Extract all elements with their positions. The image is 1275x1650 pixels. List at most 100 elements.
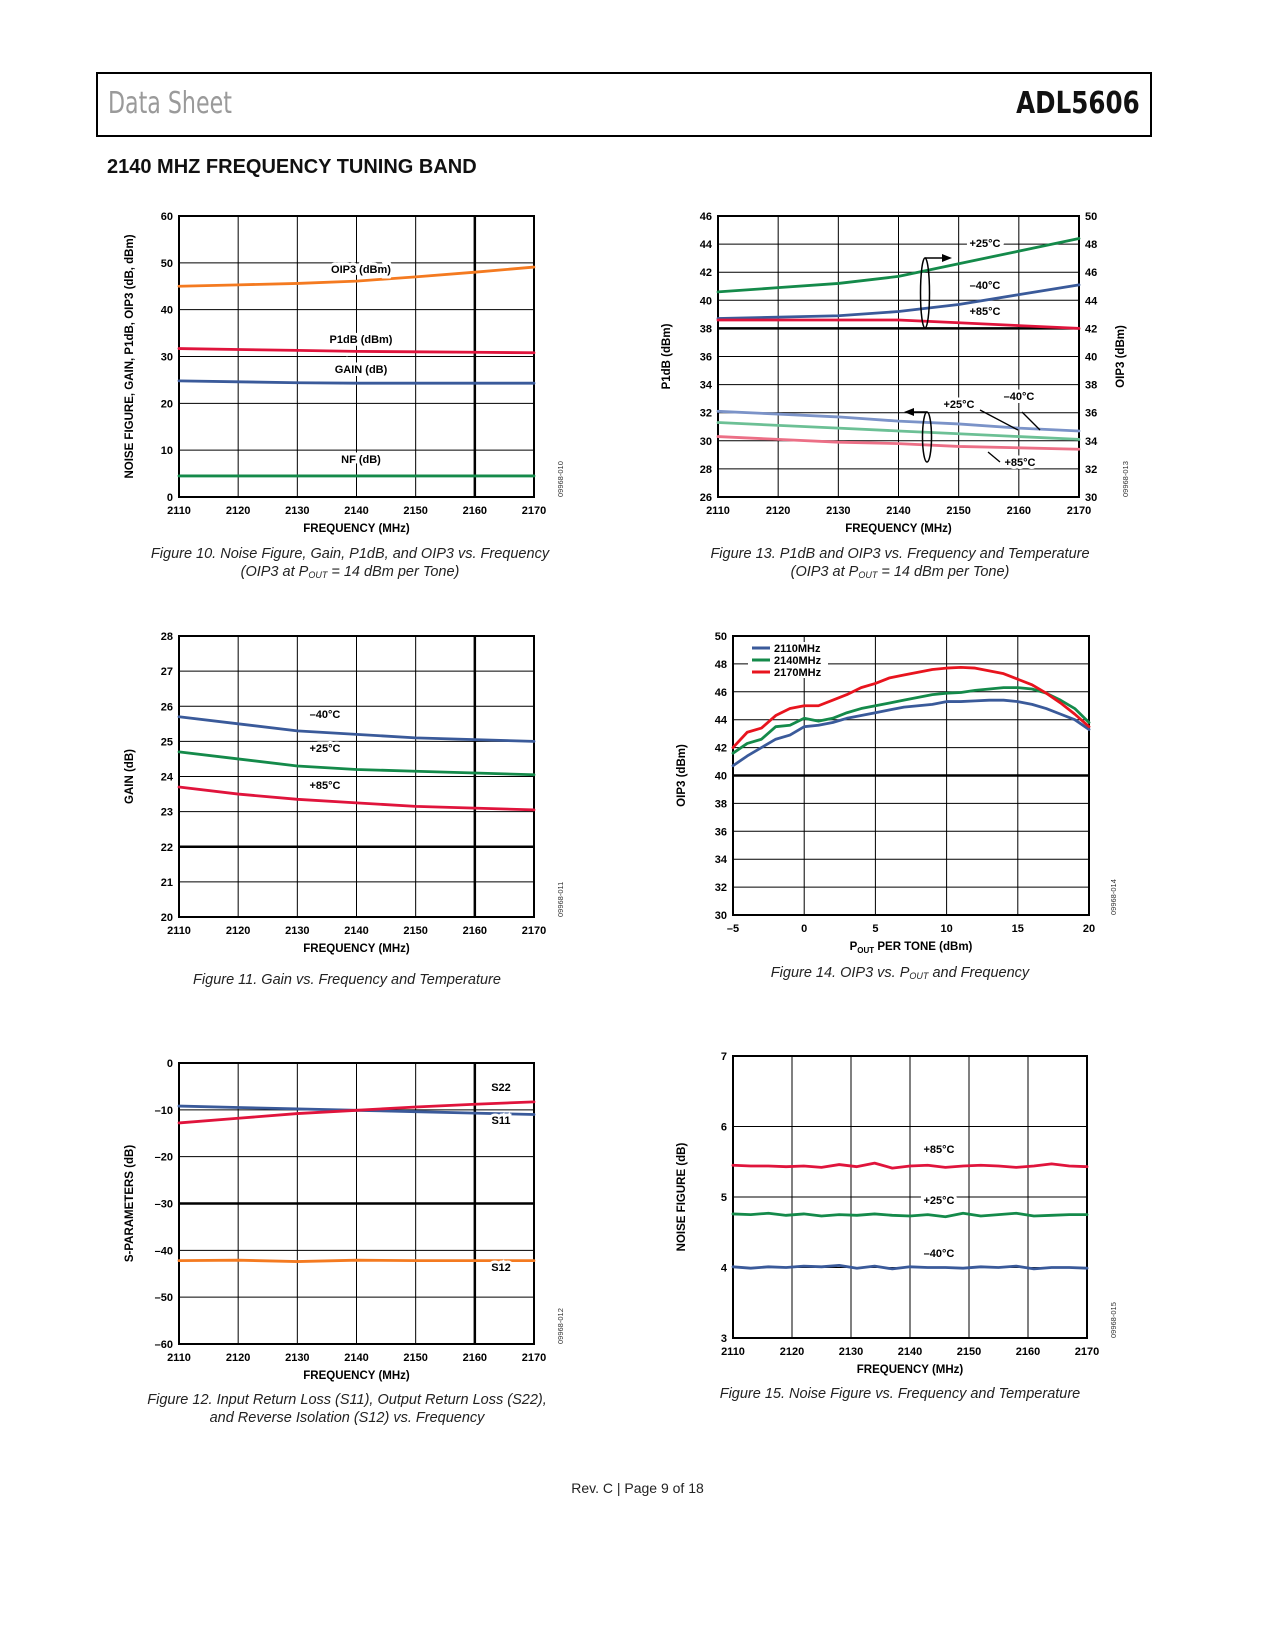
plot-frame	[178, 215, 535, 498]
y-tick-label: –10	[155, 1105, 173, 1117]
x-tick-label: 2140	[344, 505, 368, 517]
series-annotation: +25°C	[309, 743, 340, 755]
page-header: Data Sheet ADL5606	[96, 72, 1152, 137]
caption-line: and Reverse Isolation (S12) vs. Frequenc…	[97, 1409, 597, 1427]
y-tick-label: 60	[161, 211, 173, 223]
series-annotation: +25°C	[943, 399, 974, 411]
y2-tick-label: 30	[1085, 492, 1097, 504]
series-line-oip3-25-c	[716, 237, 1081, 294]
y2-tick-label: 32	[1085, 464, 1097, 476]
x-tick-label: 5	[872, 923, 878, 935]
y-axis-label: GAIN (dB)	[124, 749, 136, 804]
series-line-oip3-dbm-	[177, 265, 536, 288]
y-tick-label: –30	[155, 1199, 173, 1211]
figure-code: 09968-010	[556, 461, 565, 497]
y-tick-label: 7	[721, 1051, 727, 1063]
y-axis-label: P1dB (dBm)	[661, 323, 673, 389]
series-annotation: –40°C	[970, 280, 1001, 292]
x-tick-label: 2140	[898, 1346, 922, 1358]
y-tick-label: 40	[700, 295, 712, 307]
x-tick-label: 2110	[167, 505, 191, 517]
y-tick-label: 32	[715, 882, 727, 894]
x-tick-label: 2110	[706, 505, 730, 517]
y-tick-label: 36	[700, 352, 712, 364]
y-tick-label: 22	[161, 842, 173, 854]
figure-10-caption: Figure 10. Noise Figure, Gain, P1dB, and…	[100, 545, 600, 584]
series-line-p1db-40-c	[716, 409, 1081, 433]
y2-tick-label: 48	[1085, 239, 1097, 251]
series-line-oip3-85-c	[716, 318, 1081, 330]
x-tick-label: 10	[940, 923, 952, 935]
figure-13-caption: Figure 13. P1dB and OIP3 vs. Frequency a…	[650, 545, 1150, 584]
x-tick-label: 2130	[285, 505, 309, 517]
series-annotation: GAIN (dB)	[335, 364, 388, 376]
plot-frame	[178, 635, 535, 918]
x-axis-label-part: PER TONE (dBm)	[874, 941, 972, 953]
caption-line: Figure 10. Noise Figure, Gain, P1dB, and…	[150, 546, 550, 562]
x-tick-label: 2130	[839, 1346, 863, 1358]
x-tick-label: 2160	[1016, 1346, 1040, 1358]
caption-text: (OIP3 at P	[790, 564, 859, 580]
x-tick-label: 2160	[463, 925, 487, 937]
x-axis-label: FREQUENCY (MHz)	[303, 1370, 410, 1382]
series-line-p1db-dbm-	[177, 347, 536, 355]
y-tick-label: 30	[161, 352, 173, 364]
header-part-number: ADL5606	[1016, 86, 1140, 121]
pointer-arrow	[1021, 411, 1041, 431]
y-tick-label: 0	[167, 1058, 173, 1070]
x-tick-label: 2150	[957, 1346, 981, 1358]
legend-bg	[748, 666, 828, 678]
y-tick-label: 34	[700, 380, 713, 392]
y-tick-label: 50	[715, 631, 727, 643]
y-axis-label: S-PARAMETERS (dB)	[124, 1145, 136, 1263]
y-tick-label: 46	[715, 687, 727, 699]
caption-sub: OUT	[858, 570, 878, 580]
pointer-arrow	[987, 451, 1001, 463]
series-annotation: S11	[492, 1115, 511, 1127]
y-tick-label: 4	[721, 1263, 728, 1275]
x-axis-label: FREQUENCY (MHz)	[857, 1364, 964, 1376]
y2-axis-label: OIP3 (dBm)	[1115, 325, 1127, 388]
y-tick-label: 28	[161, 631, 173, 643]
series-annotation: +85°C	[309, 780, 340, 792]
plot-frame	[732, 1055, 1088, 1339]
y2-tick-label: 36	[1085, 408, 1097, 420]
caption-text: = 14 dBm per Tone)	[327, 564, 460, 580]
y-tick-label: 23	[161, 807, 173, 819]
x-tick-label: 20	[1083, 923, 1095, 935]
series-annotation: +25°C	[923, 1195, 954, 1207]
caption-line: Figure 14. OIP3 vs. POUT and Frequency	[650, 964, 1150, 985]
y-tick-label: 46	[700, 211, 712, 223]
x-tick-label: 2150	[403, 1352, 427, 1364]
x-tick-label: 2110	[721, 1346, 745, 1358]
series-line--25-c	[177, 750, 536, 777]
series-annotation: S12	[491, 1262, 511, 1274]
caption-text: Figure 14. OIP3 vs. P	[770, 965, 910, 981]
x-tick-label: 2140	[344, 925, 368, 937]
y2-tick-label: 46	[1085, 267, 1097, 279]
figure-code: 09968-015	[1109, 1302, 1118, 1338]
y-tick-label: 6	[721, 1122, 727, 1134]
series-line--40-c	[177, 715, 536, 743]
x-tick-label: 0	[801, 923, 807, 935]
page-footer: Rev. C | Page 9 of 18	[571, 1480, 704, 1496]
y-tick-label: 28	[700, 464, 712, 476]
x-tick-label: 2160	[463, 505, 487, 517]
series-line--85-c	[177, 785, 536, 812]
series-annotation: +25°C	[969, 238, 1000, 250]
section-title: 2140 MHZ FREQUENCY TUNING BAND	[107, 156, 477, 178]
series-line-2140mhz	[731, 686, 1091, 755]
y-tick-label: 30	[715, 910, 727, 922]
y-tick-label: 26	[161, 701, 173, 713]
x-tick-label: 2170	[522, 925, 546, 937]
series-annotation: NF (dB)	[341, 454, 381, 466]
figure-code: 09968-011	[556, 882, 565, 917]
legend-label: 2140MHz	[774, 655, 822, 667]
series-line--40-c	[731, 1263, 1089, 1271]
caption-text: = 14 dBm per Tone)	[877, 564, 1010, 580]
y-axis-label: NOISE FIGURE (dB)	[676, 1143, 688, 1252]
figure-15-caption: Figure 15. Noise Figure vs. Frequency an…	[650, 1385, 1150, 1403]
